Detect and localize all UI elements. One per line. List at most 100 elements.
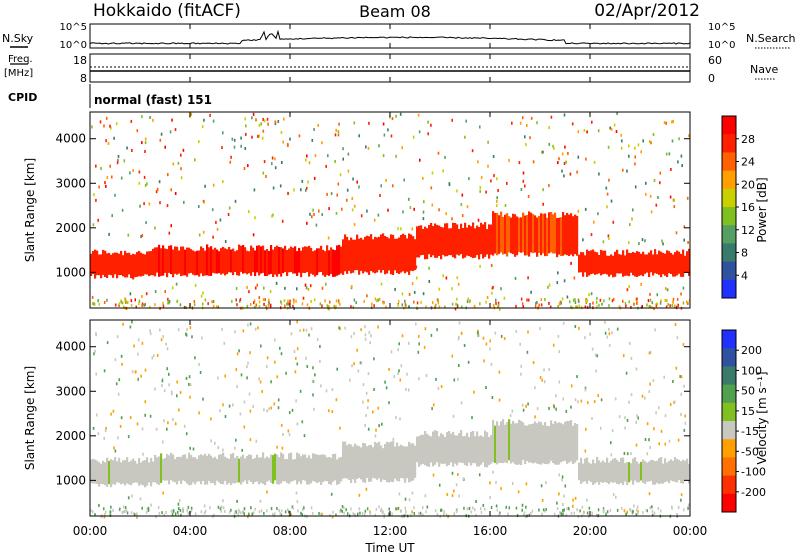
- echo-cell: [555, 407, 557, 411]
- echo-cell: [380, 445, 383, 482]
- echo-cell: [408, 233, 411, 275]
- echo-cell: [562, 509, 564, 512]
- echo-cell: [552, 144, 554, 148]
- echo-cell: [171, 286, 174, 290]
- echo-cell: [366, 209, 368, 213]
- echo-cell: [460, 223, 463, 255]
- echo-cell: [219, 507, 222, 511]
- echo-cell: [250, 454, 253, 482]
- echo-cell: [95, 164, 97, 168]
- echo-cell: [129, 325, 132, 329]
- echo-cell: [198, 411, 200, 415]
- echo-cell: [418, 377, 420, 381]
- echo-cell: [606, 192, 609, 196]
- echo-cell: [330, 492, 333, 496]
- echo-cell: [190, 506, 193, 510]
- echo-cell: [460, 203, 463, 207]
- echo-cell: [93, 352, 95, 356]
- echo-cell: [520, 364, 522, 368]
- echo-cell: [235, 438, 237, 442]
- echo-cell: [249, 409, 252, 413]
- echo-cell: [426, 433, 429, 467]
- echo-cell: [443, 510, 446, 514]
- echo-cell: [397, 372, 399, 376]
- echo-cell: [661, 239, 663, 243]
- echo-cell: [512, 421, 515, 463]
- echo-cell: [608, 304, 610, 308]
- echo-cell: [358, 185, 360, 189]
- echo-cell: [202, 455, 205, 481]
- echo-cell: [365, 413, 367, 417]
- echo-cell: [292, 304, 294, 308]
- echo-cell: [141, 341, 144, 345]
- echo-cell: [566, 420, 569, 464]
- echo-cell: [548, 142, 551, 146]
- echo-cell: [475, 513, 477, 517]
- echo-cell: [212, 249, 215, 273]
- echo-cell: [629, 508, 631, 511]
- echo-cell: [274, 122, 277, 126]
- echo-cell: [596, 296, 598, 300]
- echo-cell: [524, 425, 527, 465]
- echo-cell: [334, 160, 336, 163]
- echo-cell: [283, 117, 285, 121]
- echo-cell: [372, 410, 374, 414]
- echo-cell: [454, 223, 457, 259]
- echo-cell: [482, 224, 485, 259]
- echo-cell: [396, 238, 399, 273]
- echo-cell: [622, 354, 625, 358]
- echo-cell: [265, 175, 267, 178]
- echo-cell: [180, 456, 183, 484]
- echo-cell: [236, 352, 239, 356]
- echo-cell: [329, 513, 331, 517]
- echo-cell: [505, 505, 507, 509]
- echo-cell: [577, 515, 580, 519]
- echo-cell: [432, 226, 435, 256]
- echo-cell: [325, 164, 327, 168]
- echo-cell: [105, 139, 107, 143]
- echo-cell: [479, 125, 481, 129]
- echo-cell: [270, 380, 272, 384]
- freq-tick-top: 18: [73, 54, 87, 67]
- echo-cell: [90, 253, 93, 276]
- echo-cell: [373, 357, 375, 361]
- echo-cell: [478, 473, 481, 477]
- echo-cell: [350, 335, 353, 339]
- echo-cell: [574, 325, 577, 328]
- echo-cell: [324, 251, 327, 277]
- echo-cell: [321, 304, 323, 308]
- echo-cell: [248, 290, 250, 294]
- echo-cell: [514, 276, 517, 280]
- echo-cell: [458, 433, 461, 463]
- echo-cell: [334, 453, 337, 481]
- echo-cell: [412, 443, 415, 481]
- echo-cell: [287, 302, 290, 306]
- echo-cell: [100, 254, 103, 279]
- echo-cell: [117, 436, 119, 440]
- echo-cell: [595, 300, 598, 304]
- echo-cell: [518, 161, 521, 165]
- echo-cell: [258, 457, 261, 485]
- echo-cell: [159, 138, 162, 142]
- echo-cell: [682, 249, 685, 277]
- echo-cell: [141, 234, 144, 237]
- echo-cell: [560, 301, 562, 305]
- echo-cell: [156, 247, 159, 273]
- echo-cell: [140, 235, 142, 239]
- echo-cell: [683, 384, 685, 388]
- echo-cell: [245, 124, 247, 128]
- echo-cell: [436, 328, 438, 332]
- echo-cell: [336, 367, 338, 371]
- echo-cell: [536, 423, 539, 464]
- echo-cell: [673, 400, 676, 404]
- echo-cell: [612, 458, 615, 483]
- echo-cell: [140, 462, 143, 485]
- beam-title: Beam 08: [359, 2, 431, 21]
- echo-cell: [446, 493, 449, 497]
- echo-cell: [299, 329, 301, 333]
- echo-cell: [436, 431, 439, 463]
- echo-cell: [217, 376, 219, 380]
- echo-cell: [452, 222, 455, 258]
- echo-cell: [313, 407, 315, 411]
- echo-cell: [296, 347, 299, 351]
